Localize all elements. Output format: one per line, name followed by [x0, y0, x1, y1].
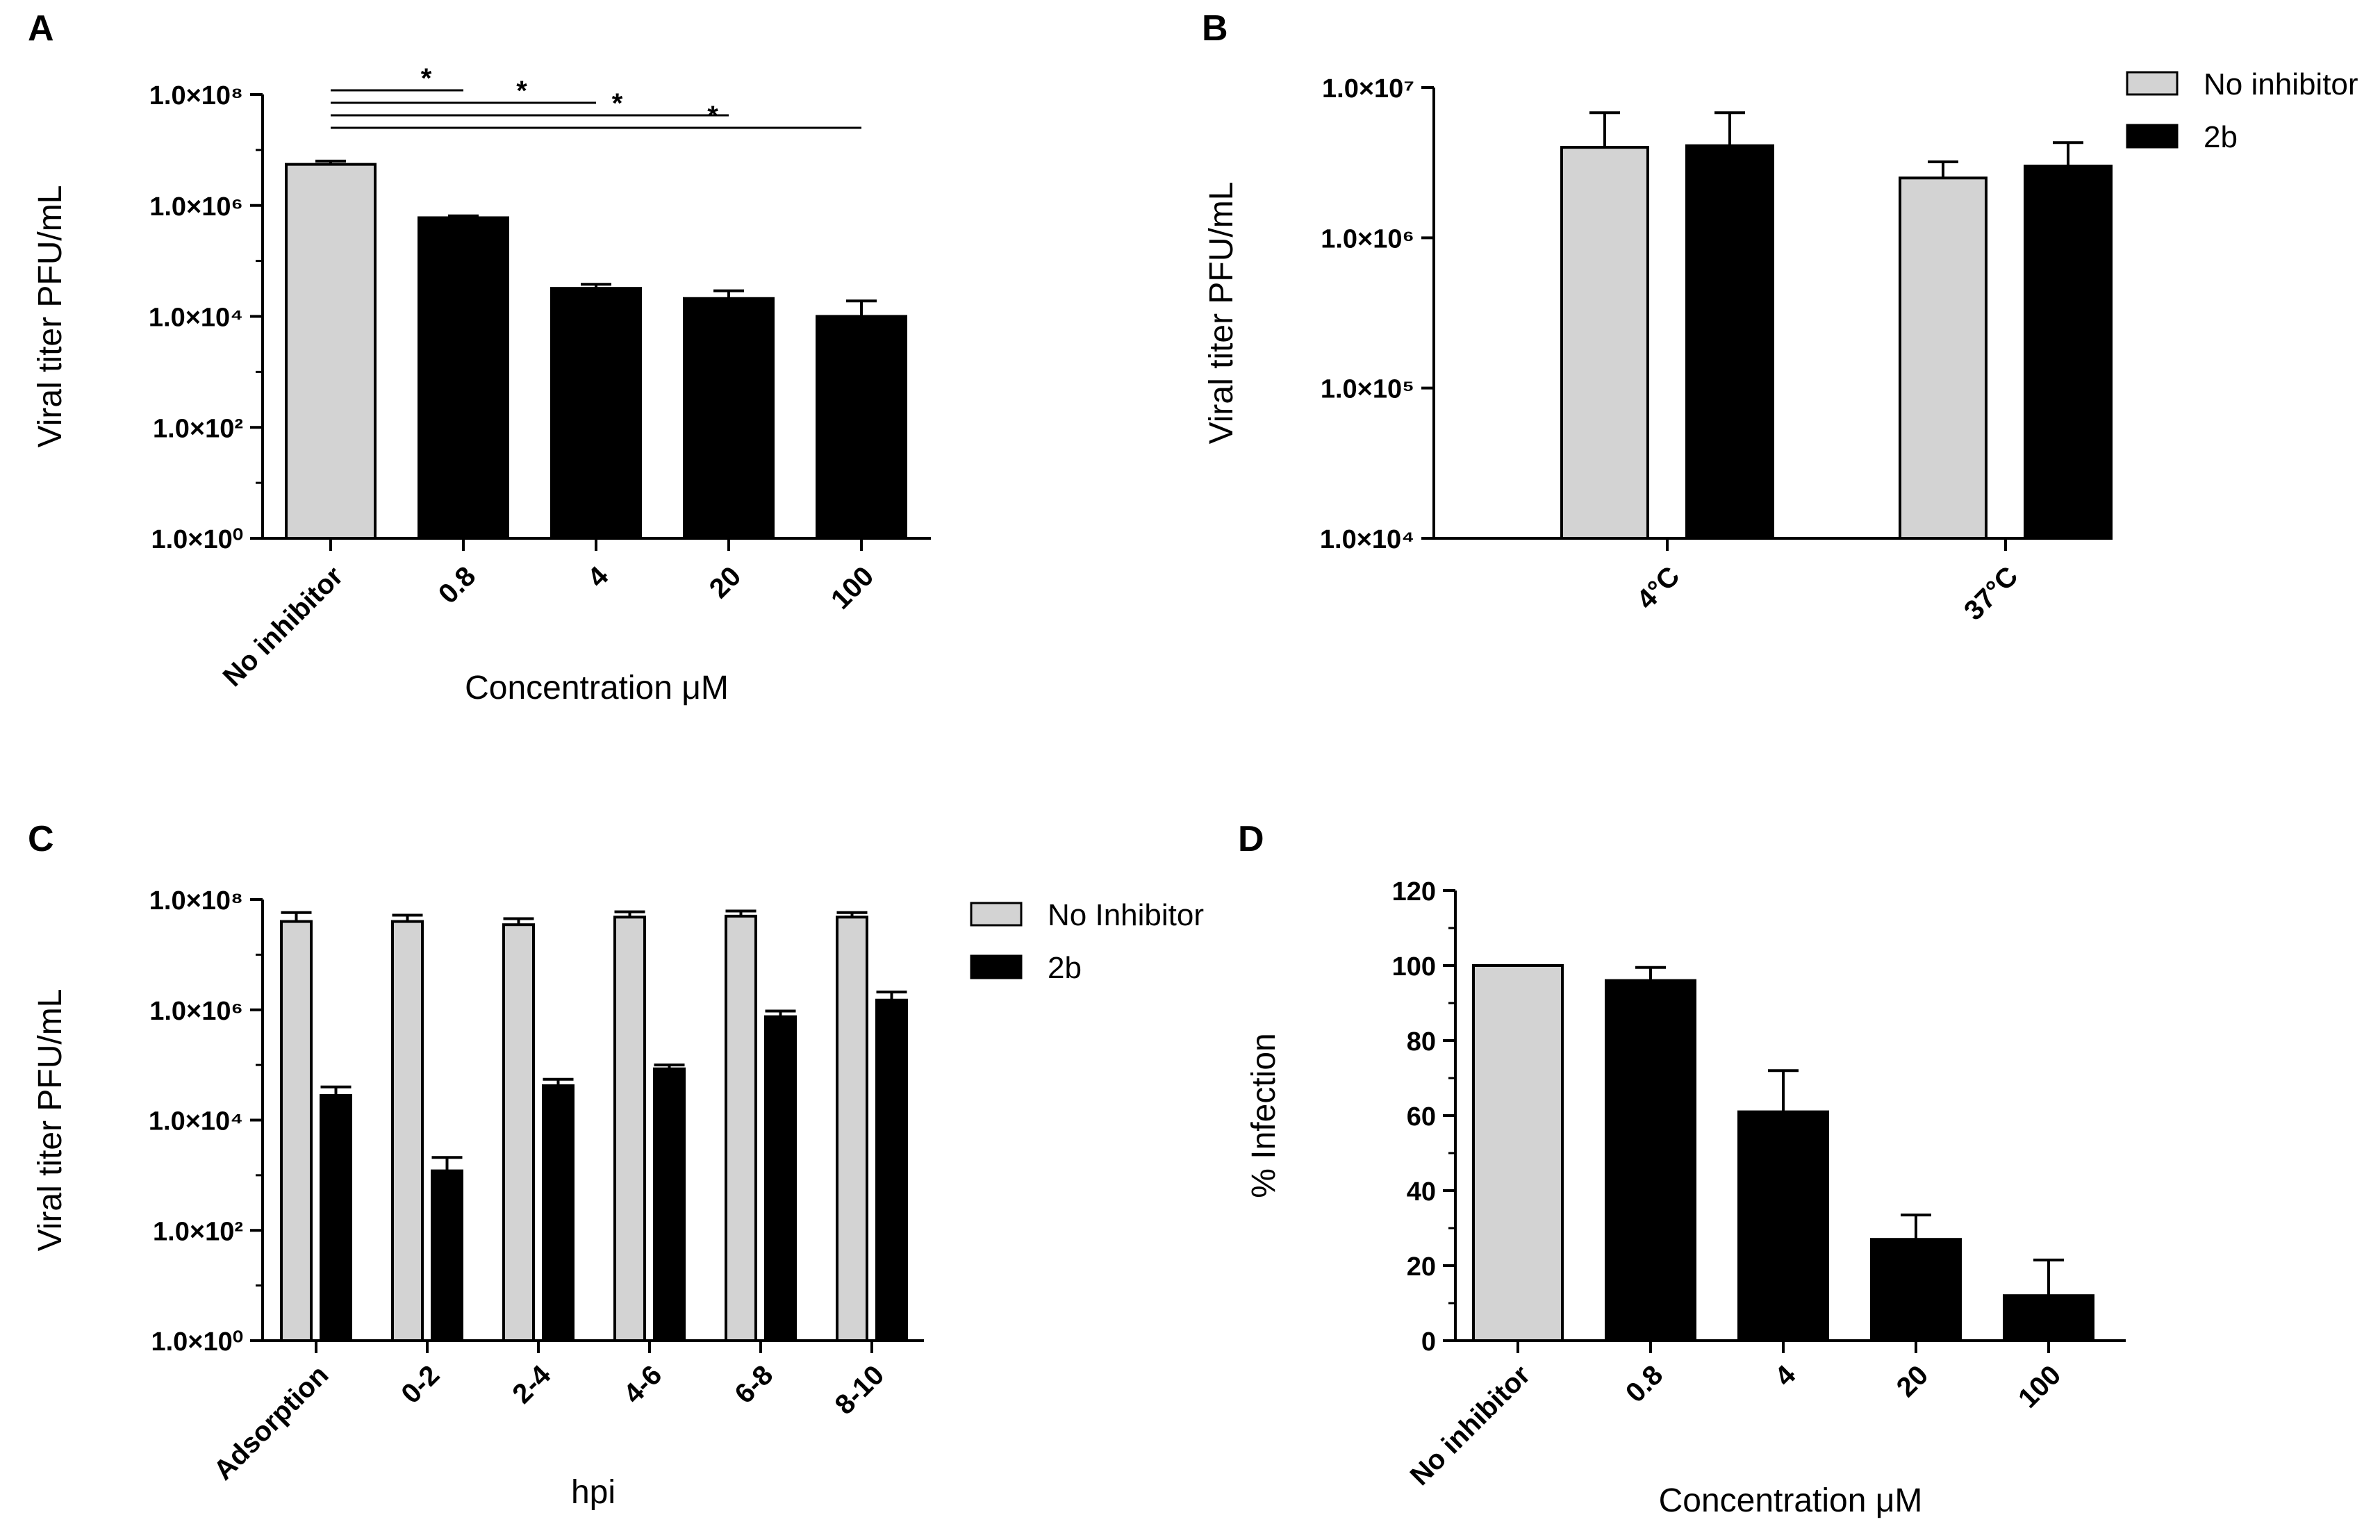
y-tick-label: 1.0×10⁴ [1320, 525, 1414, 554]
panel-c: C 1.0×10⁰ 1.0×10² 1.0×10⁴ 1.0×10⁶ 1.0×10⁸ Vira… [28, 819, 1204, 1511]
bar-2b [431, 1169, 463, 1342]
y-tick-label: 1.0×10⁶ [149, 997, 243, 1026]
x-axis-title: hpi [571, 1474, 615, 1511]
x-tick-label: 4 [582, 561, 615, 593]
panel-letter: C [28, 819, 54, 859]
y-tick-label: 40 [1407, 1177, 1436, 1207]
x-tick-label: 2-4 [506, 1359, 557, 1410]
y-tick-label: 1.0×10² [153, 414, 243, 443]
panel-b: B 1.0×10⁴ 1.0×10⁵ 1.0×10⁶ 1.0×10⁷ Viral titer… [1202, 8, 2358, 627]
x-tick-label: No inhibitor [1405, 1359, 1537, 1491]
bar [1870, 1238, 1962, 1342]
panel-letter: D [1238, 819, 1264, 859]
legend-swatch [970, 902, 1023, 927]
x-tick-label: 4°C [1631, 561, 1686, 615]
y-axis-title: % Infection [1246, 1033, 1282, 1198]
bar-2b [320, 1094, 352, 1342]
y-axis-title: Viral titer PFU/mL [32, 989, 69, 1252]
legend-label: 2b [2204, 120, 2238, 154]
x-axis-title: Concentration μM [1659, 1482, 1923, 1519]
y-tick-label: 120 [1392, 877, 1436, 906]
x-tick-label: 6-8 [729, 1359, 779, 1409]
bar-no-inhibitor [613, 916, 646, 1343]
legend-label: No Inhibitor [1048, 898, 1204, 932]
y-tick-label: 60 [1407, 1102, 1436, 1132]
legend-label: 2b [1048, 951, 1082, 985]
y-tick-label: 80 [1407, 1027, 1436, 1057]
panel-letter: A [28, 8, 54, 49]
bar [1737, 1110, 1829, 1342]
bar-no-inhibitor [1899, 176, 1988, 540]
y-tick-label: 1.0×10⁸ [149, 886, 243, 916]
significance-star: * [707, 101, 718, 131]
bar [285, 163, 377, 540]
y-tick-label: 1.0×10⁸ [149, 81, 243, 110]
x-tick-label: 4-6 [618, 1359, 668, 1409]
bar [2003, 1294, 2094, 1342]
y-tick-label: 1.0×10⁶ [1321, 224, 1414, 254]
y-axis-title: Viral titer PFU/mL [1203, 182, 1240, 445]
bar [1605, 979, 1696, 1342]
x-tick-label: 20 [1891, 1359, 1935, 1403]
panel-d: D 0 20 40 60 80 100 120 % Infection Concentration… [1238, 819, 2126, 1519]
x-tick-label: 20 [704, 561, 747, 604]
bar-2b [875, 998, 908, 1342]
legend-swatch [2126, 124, 2179, 149]
y-tick-label: 1.0×10⁶ [149, 192, 243, 222]
x-tick-label: 0.8 [1620, 1359, 1669, 1408]
y-tick-label: 1.0×10⁵ [1321, 375, 1414, 404]
significance-star: * [612, 88, 623, 119]
y-tick-label: 100 [1392, 952, 1436, 982]
bar [683, 297, 775, 540]
bar-no-inhibitor [502, 923, 535, 1342]
significance-star: * [421, 63, 432, 94]
y-axis-title: Viral titer PFU/mL [32, 185, 69, 448]
x-tick-label: 100 [2013, 1359, 2067, 1414]
y-tick-label: 1.0×10⁷ [1322, 74, 1414, 104]
y-tick-label: 1.0×10⁴ [149, 1107, 243, 1136]
bar-2b [1685, 144, 1774, 540]
x-tick-label: 37°C [1958, 561, 2024, 626]
y-tick-label: 1.0×10⁰ [151, 525, 243, 554]
bar-2b [653, 1067, 686, 1343]
bar-no-inhibitor [1560, 146, 1649, 540]
bar-2b [764, 1015, 797, 1342]
bar-no-inhibitor [725, 914, 757, 1343]
x-tick-label: 4 [1769, 1359, 1802, 1392]
x-tick-label: 100 [825, 561, 879, 615]
bar-2b [2024, 165, 2113, 540]
bar [418, 216, 509, 540]
x-tick-label: 8-10 [829, 1359, 891, 1421]
legend-swatch [970, 954, 1023, 979]
y-tick-label: 20 [1407, 1252, 1436, 1282]
panel-letter: B [1202, 8, 1228, 49]
bar-no-inhibitor [391, 920, 424, 1343]
y-tick-label: 1.0×10² [153, 1217, 243, 1246]
bar [1472, 964, 1564, 1342]
bar-2b [542, 1084, 575, 1342]
legend-swatch [2126, 71, 2179, 96]
legend-label: No inhibitor [2204, 67, 2358, 101]
bar [816, 315, 907, 540]
x-tick-label: Adsorption [208, 1359, 334, 1486]
panel-a: A 1.0×10⁰ 1.0×10² 1.0×10⁴ 1.0×10⁶ 1.0×10⁸ Vira… [28, 8, 931, 706]
bar-no-inhibitor [280, 920, 313, 1343]
x-tick-label: 0-2 [395, 1359, 445, 1409]
y-tick-label: 1.0×10⁴ [149, 304, 243, 333]
x-tick-label: No inhibitor [217, 561, 349, 693]
x-axis-title: Concentration μM [465, 670, 729, 706]
significance-star: * [516, 76, 527, 106]
y-tick-label: 1.0×10⁰ [151, 1327, 243, 1357]
bar-no-inhibitor [836, 916, 868, 1343]
x-tick-label: 0.8 [433, 561, 481, 609]
bar [550, 287, 642, 540]
y-tick-label: 0 [1421, 1327, 1436, 1357]
